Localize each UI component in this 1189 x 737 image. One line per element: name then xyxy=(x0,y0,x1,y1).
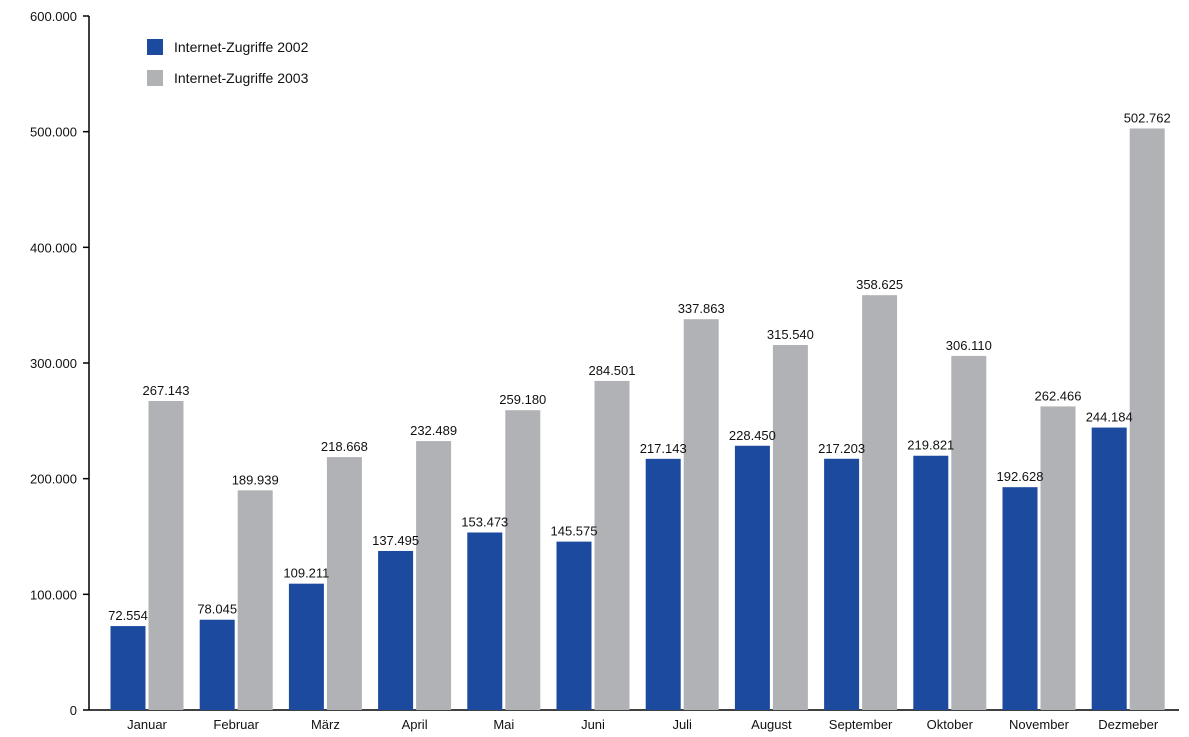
bar-value-label: 259.180 xyxy=(499,392,546,407)
bar-2002 xyxy=(1091,427,1127,710)
value-labels: 72.554 267.143 78.045 189.939 109.211 218.668… xyxy=(108,110,1171,623)
x-category-label: Juli xyxy=(672,717,692,732)
y-tick-label: 600.000 xyxy=(30,9,77,24)
bar-2002 xyxy=(199,619,235,710)
bar-2003 xyxy=(1129,128,1165,711)
bar-value-label: 219.821 xyxy=(907,438,954,453)
bar-value-label: 228.450 xyxy=(729,428,776,443)
bar-value-label: 78.045 xyxy=(197,602,237,617)
bar-2002 xyxy=(110,626,146,710)
bar-value-label: 217.143 xyxy=(640,441,687,456)
x-category-label: Februar xyxy=(213,717,259,732)
axes: 0 100.000 200.000 300.000 400.000 500.000 600.… xyxy=(30,9,1179,732)
bar-value-label: 284.501 xyxy=(589,363,636,378)
bar-value-label: 262.466 xyxy=(1035,388,1082,403)
bar-2002 xyxy=(1002,487,1038,710)
bar-value-label: 145.575 xyxy=(551,524,598,539)
x-category-label: Januar xyxy=(127,717,167,732)
bar-value-label: 109.211 xyxy=(283,566,329,581)
x-category-label: Oktober xyxy=(927,717,974,732)
x-category-label: August xyxy=(751,717,792,732)
x-category-label: Dezmeber xyxy=(1098,717,1159,732)
legend: Internet-Zugriffe 2002 Internet-Zugriffe… xyxy=(147,39,309,86)
bar-2003 xyxy=(594,380,630,710)
bar-value-label: 72.554 xyxy=(108,608,148,623)
bar-value-label: 502.762 xyxy=(1124,110,1171,125)
y-tick-label: 200.000 xyxy=(30,472,77,487)
bar-2002 xyxy=(913,455,949,710)
bar-value-label: 267.143 xyxy=(143,383,190,398)
bar-2003 xyxy=(862,295,898,710)
bar-value-label: 358.625 xyxy=(856,277,903,292)
y-tick-label: 300.000 xyxy=(30,356,77,371)
bar-value-label: 232.489 xyxy=(410,423,457,438)
x-category-label: Mai xyxy=(493,717,514,732)
bar-value-label: 244.184 xyxy=(1086,410,1133,425)
bar-value-label: 306.110 xyxy=(946,338,992,353)
y-tick-label: 0 xyxy=(70,703,77,718)
bar-value-label: 189.939 xyxy=(232,472,279,487)
bar-value-label: 218.668 xyxy=(321,439,368,454)
bar-2002 xyxy=(556,541,592,710)
bar-2003 xyxy=(1040,406,1076,710)
bar-2002 xyxy=(467,532,503,710)
bar-2002 xyxy=(288,583,324,710)
legend-swatch-2003 xyxy=(147,70,163,86)
y-tick-label: 100.000 xyxy=(30,587,77,602)
bar-2003 xyxy=(683,319,719,710)
bar-value-label: 315.540 xyxy=(767,327,814,342)
x-category-label: September xyxy=(829,717,893,732)
bar-2002 xyxy=(734,445,770,710)
bars xyxy=(110,128,1165,711)
bar-2003 xyxy=(772,345,808,710)
legend-label-2002: Internet-Zugriffe 2002 xyxy=(174,39,309,55)
y-tick-label: 500.000 xyxy=(30,125,77,140)
bar-value-label: 137.495 xyxy=(372,533,419,548)
bar-2003 xyxy=(237,490,273,710)
x-category-label: November xyxy=(1009,717,1070,732)
bar-2002 xyxy=(824,458,860,710)
bar-value-label: 337.863 xyxy=(678,301,725,316)
x-category-label: März xyxy=(311,717,340,732)
bar-2003 xyxy=(148,401,184,710)
bar-value-label: 217.203 xyxy=(818,441,865,456)
bar-2002 xyxy=(645,458,681,710)
bar-value-label: 153.473 xyxy=(461,514,508,529)
bar-2003 xyxy=(416,441,452,710)
bar-2003 xyxy=(326,457,362,710)
bar-2003 xyxy=(505,410,541,710)
y-tick-label: 400.000 xyxy=(30,240,77,255)
legend-swatch-2002 xyxy=(147,39,163,55)
bar-2003 xyxy=(951,355,987,710)
bar-2002 xyxy=(378,550,414,710)
legend-label-2003: Internet-Zugriffe 2003 xyxy=(174,70,309,86)
x-category-label: April xyxy=(402,717,428,732)
x-category-label: Juni xyxy=(581,717,605,732)
bar-value-label: 192.628 xyxy=(997,469,1044,484)
